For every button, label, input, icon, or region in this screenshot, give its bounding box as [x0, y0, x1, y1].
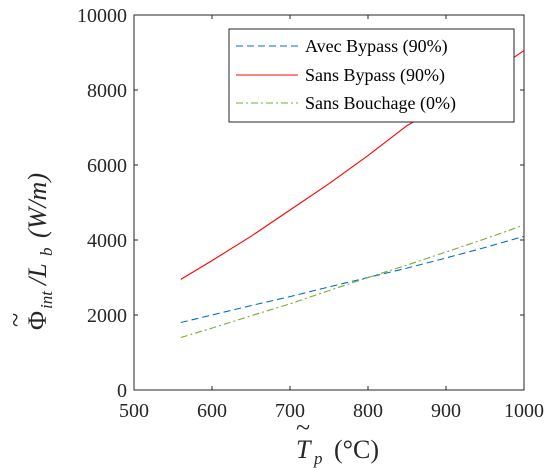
x-axis-unit: (°C)	[334, 435, 379, 464]
x-tick-label: 500	[119, 400, 149, 422]
y-axis-label: ~ Φ int /L b (W/m)	[1, 173, 56, 330]
x-axis-tilde: ~	[296, 413, 310, 442]
x-tick-label: 1000	[504, 400, 544, 422]
x-tick-label: 900	[431, 400, 461, 422]
y-tick-label: 6000	[87, 155, 127, 177]
y-axis-unit: (W/m)	[23, 173, 52, 238]
y-axis-subscript-int: int	[37, 290, 56, 309]
ticks: 500 600 700 800 900 1000020004000600080001000…	[77, 5, 544, 422]
y-tick-label: 4000	[87, 230, 127, 252]
y-tick-label: 8000	[87, 80, 127, 102]
x-tick-label: 600	[197, 400, 227, 422]
x-axis-subscript: p	[313, 449, 323, 468]
y-tick-label: 0	[117, 380, 127, 402]
x-axis-label: ~ T p (°C)	[296, 413, 379, 468]
legend-label-avec-bypass: Avec Bypass (90%)	[305, 36, 448, 57]
x-axis-symbol: T	[296, 435, 312, 464]
y-axis-subscript-b: b	[37, 248, 56, 257]
x-tick-label: 800	[353, 400, 383, 422]
legend: Avec Bypass (90%) Sans Bypass (90%) Sans…	[228, 28, 515, 123]
series-line-2	[180, 224, 525, 339]
y-tick-label: 2000	[87, 305, 127, 327]
y-tick-label: 10000	[77, 5, 127, 27]
legend-label-sans-bouchage: Sans Bouchage (0%)	[305, 93, 456, 114]
y-axis-symbol: Φ	[23, 311, 52, 330]
y-axis-divider: /L	[23, 263, 52, 287]
y-axis-tilde: ~	[1, 313, 30, 327]
x-tick-label: 700	[275, 400, 305, 422]
legend-label-sans-bypass: Sans Bypass (90%)	[305, 65, 445, 86]
